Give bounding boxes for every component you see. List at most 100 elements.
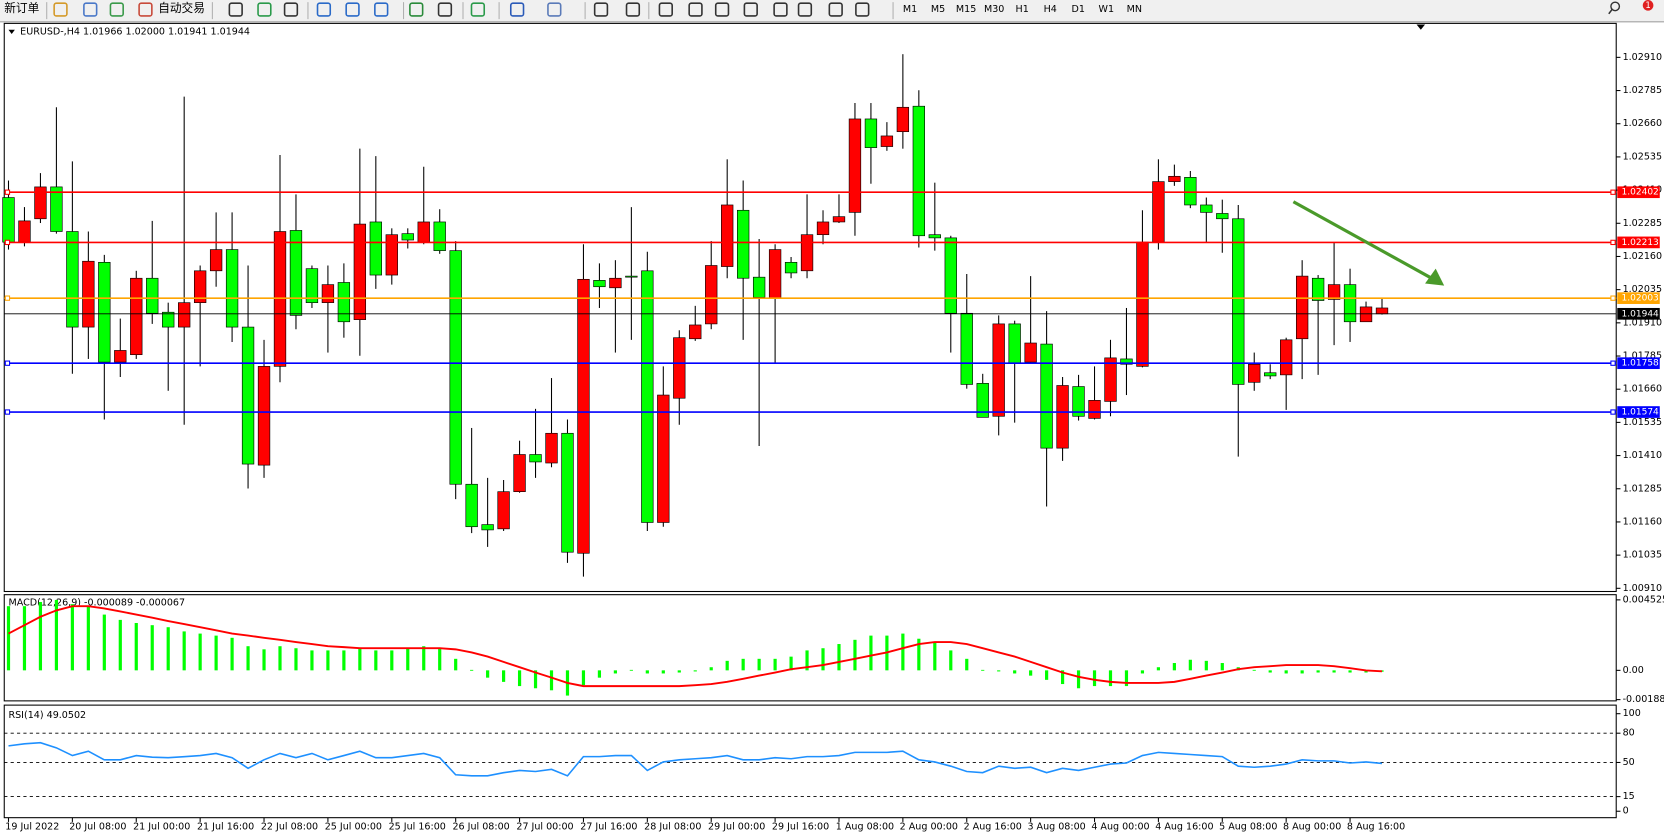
- timeframe-button[interactable]: W1: [1099, 4, 1115, 15]
- macd-bar: [1156, 667, 1161, 671]
- macd-bar: [214, 635, 218, 671]
- candle-body: [1008, 323, 1021, 364]
- chart-shift-marker: [1416, 24, 1426, 30]
- macd-bar: [597, 670, 602, 678]
- toolbar-icon[interactable]: [797, 2, 813, 17]
- candle-body: [1232, 218, 1245, 385]
- candle-body: [98, 261, 111, 363]
- toolbar-icon[interactable]: [855, 2, 870, 17]
- candle-body: [593, 280, 606, 288]
- level-handle[interactable]: [4, 189, 11, 195]
- x-tick-label: 27 Jul 16:00: [580, 822, 637, 833]
- timeframe-button[interactable]: H4: [1044, 4, 1057, 15]
- timeframe-button[interactable]: D1: [1072, 4, 1085, 15]
- candle-body: [369, 221, 382, 276]
- y-tick-label: 1.02910: [1623, 52, 1662, 63]
- x-tick-label: 20 Jul 08:00: [69, 822, 126, 833]
- candle-body: [848, 118, 862, 213]
- macd-bar: [1172, 663, 1176, 671]
- trend-arrow-head: [1425, 268, 1445, 286]
- symbol-menu-arrow[interactable]: [8, 29, 15, 34]
- macd-bar: [486, 670, 490, 678]
- timeframe-button[interactable]: M5: [931, 4, 945, 15]
- macd-bar: [246, 646, 250, 671]
- candle-body: [705, 265, 718, 325]
- level-handle[interactable]: [1610, 409, 1616, 415]
- candle-body: [561, 432, 574, 553]
- timeframe-button[interactable]: M15: [956, 4, 976, 15]
- candle-body: [50, 186, 63, 232]
- toolbar-icon[interactable]: [509, 2, 525, 17]
- macd-bar: [86, 606, 90, 671]
- macd-bar: [661, 670, 665, 674]
- rsi-line: [8, 741, 1383, 777]
- macd-bar: [1076, 670, 1081, 689]
- level-handle[interactable]: [1610, 295, 1616, 301]
- toolbar-icon[interactable]: [109, 2, 124, 17]
- toolbar-icon[interactable]: [688, 2, 703, 17]
- x-tick-label: 29 Jul 16:00: [772, 822, 829, 833]
- toolbar-icon[interactable]: [409, 2, 424, 17]
- toolbar-icon[interactable]: [625, 2, 641, 17]
- toolbar-icon[interactable]: [138, 2, 153, 17]
- level-handle[interactable]: [4, 409, 11, 415]
- notification-count: 1: [1645, 1, 1650, 11]
- toolbar-icon[interactable]: [374, 2, 389, 17]
- candle-body: [1104, 357, 1117, 402]
- toolbar-icon[interactable]: [470, 2, 486, 17]
- candle-body: [1311, 277, 1325, 301]
- toolbar-icon[interactable]: [437, 2, 453, 17]
- macd-bar: [1364, 670, 1368, 673]
- y-tick-label: 1.01910: [1623, 317, 1662, 328]
- y-tick-label: 1.00910: [1623, 583, 1662, 594]
- candle-body: [752, 276, 766, 298]
- macd-bar: [549, 670, 554, 691]
- toolbar-icon[interactable]: [257, 2, 272, 17]
- level-handle[interactable]: [4, 239, 11, 246]
- toolbar-icon[interactable]: [547, 2, 562, 17]
- toolbar-icon[interactable]: [83, 2, 98, 17]
- timeframe-button[interactable]: MN: [1127, 4, 1142, 15]
- toolbar-icon[interactable]: [283, 2, 299, 17]
- new-order-button[interactable]: 新订单: [4, 1, 39, 15]
- toolbar-icon[interactable]: [228, 2, 243, 17]
- search-icon[interactable]: [1610, 1, 1621, 12]
- macd-bar: [470, 669, 474, 671]
- notification-badge[interactable]: [1642, 0, 1654, 11]
- level-label: 1.01758: [1622, 359, 1660, 369]
- toolbar-icon[interactable]: [828, 2, 843, 17]
- timeframe-button[interactable]: H1: [1016, 4, 1029, 15]
- macd-bar: [38, 601, 43, 671]
- macd-bar: [773, 658, 777, 671]
- toolbar-icon[interactable]: [743, 2, 758, 17]
- macd-bar: [1060, 670, 1065, 685]
- timeframe-button[interactable]: M30: [984, 4, 1004, 15]
- toolbar-icon[interactable]: [658, 2, 673, 17]
- level-handle[interactable]: [4, 360, 11, 366]
- toolbar-icon[interactable]: [773, 2, 788, 17]
- macd-bar: [166, 627, 170, 671]
- level-handle[interactable]: [1610, 360, 1616, 366]
- candle-body: [577, 278, 590, 554]
- macd-bar: [406, 648, 410, 671]
- signal-line: [8, 605, 1383, 688]
- candle-body: [1264, 372, 1277, 377]
- toolbar-icon[interactable]: [316, 2, 332, 17]
- level-handle[interactable]: [4, 295, 11, 301]
- macd-bar: [502, 670, 506, 682]
- macd-bar: [198, 633, 202, 671]
- macd-bar: [1220, 663, 1224, 671]
- level-handle[interactable]: [1610, 239, 1616, 246]
- candle-body: [66, 231, 79, 328]
- auto-trading-button[interactable]: 自动交易: [158, 1, 205, 15]
- toolbar-icon[interactable]: [714, 2, 730, 17]
- macd-bar: [805, 650, 809, 671]
- toolbar-icon[interactable]: [593, 2, 609, 17]
- x-tick-label: 19 Jul 2022: [5, 822, 59, 833]
- macd-bar: [1140, 670, 1145, 674]
- y-tick-label: 15: [1623, 791, 1635, 802]
- toolbar-icon[interactable]: [53, 2, 68, 17]
- toolbar-icon[interactable]: [345, 2, 360, 17]
- level-handle[interactable]: [1610, 189, 1616, 195]
- timeframe-button[interactable]: M1: [903, 4, 917, 15]
